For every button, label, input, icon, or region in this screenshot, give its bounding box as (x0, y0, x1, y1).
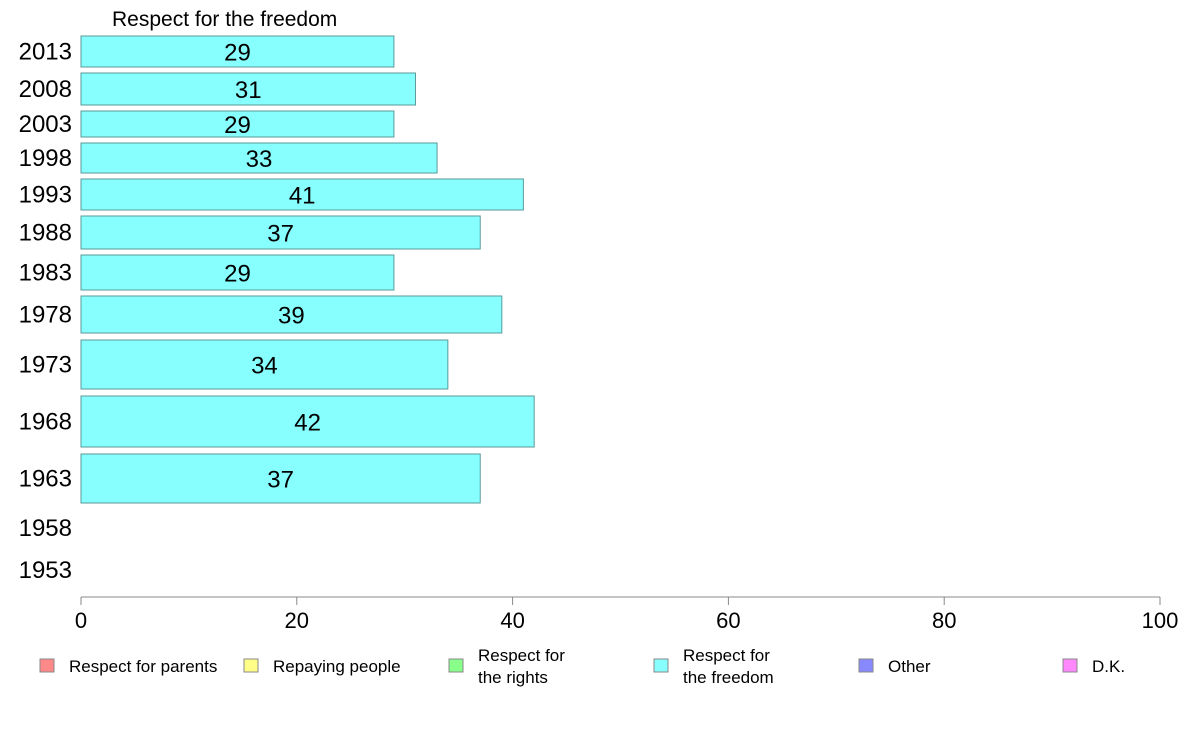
x-tick-label-80: 80 (932, 608, 956, 633)
year-label-1993: 1993 (19, 182, 72, 209)
year-labels: 2013 2008 2003 1998 1993 1988 1983 1978 1973 1968… (19, 39, 72, 585)
year-label-2003: 2003 (19, 111, 72, 138)
year-label-1953: 1953 (19, 557, 72, 584)
bar-1993 (80, 178, 524, 211)
bar-1968 (80, 395, 535, 448)
legend-label-4-0: Other (888, 657, 931, 676)
year-label-1973: 1973 (19, 352, 72, 379)
bar-2008 (80, 72, 416, 106)
bar-value-label-2003: 29 (224, 112, 251, 139)
bar-value-label-2013: 29 (224, 40, 251, 67)
bar-value-label-1988: 37 (267, 221, 294, 248)
bar-1963 (80, 453, 481, 504)
bar-2003 (80, 110, 395, 138)
bar-2013 (80, 35, 395, 68)
bar-1998 (80, 142, 438, 174)
bar-value-label-1993: 41 (289, 183, 316, 210)
year-label-1958: 1958 (19, 515, 72, 542)
bar-1978 (80, 295, 503, 334)
x-tick-label-100: 100 (1142, 608, 1179, 633)
legend-label-2-1: the rights (478, 668, 548, 687)
bar-value-label-1983: 29 (224, 261, 251, 288)
legend-label-1-0: Repaying people (273, 657, 401, 676)
legend-swatch-0 (39, 658, 55, 673)
bar-value-label-1978: 39 (278, 303, 305, 330)
year-label-1998: 1998 (19, 145, 72, 172)
bar-1983 (80, 254, 395, 291)
bar-1988 (80, 215, 481, 250)
x-tick-label-40: 40 (500, 608, 524, 633)
legend-label-0-0: Respect for parents (69, 657, 217, 676)
year-label-2008: 2008 (19, 76, 72, 103)
year-label-2013: 2013 (19, 39, 72, 66)
bar-1973 (80, 339, 449, 390)
year-label-1968: 1968 (19, 409, 72, 436)
year-label-1983: 1983 (19, 260, 72, 287)
bar-value-label-1968: 42 (294, 410, 321, 437)
legend: Respect for parents Repaying people Respec… (39, 646, 1125, 687)
x-tick-label-20: 20 (285, 608, 309, 633)
legend-swatch-2 (448, 658, 464, 673)
x-tick-label-60: 60 (716, 608, 740, 633)
bar-value-label-1973: 34 (251, 353, 278, 380)
x-tick-label-0: 0 (75, 608, 87, 633)
legend-swatch-3 (653, 658, 669, 673)
bar-value-label-1963: 37 (267, 467, 294, 494)
legend-label-3-0: Respect for (683, 646, 770, 665)
year-label-1988: 1988 (19, 220, 72, 247)
year-label-1963: 1963 (19, 466, 72, 493)
chart-title: Respect for the freedom (112, 8, 337, 31)
legend-swatch-4 (858, 658, 874, 673)
legend-swatch-1 (243, 658, 259, 673)
x-axis: 0 20 40 60 80 100 (75, 596, 1179, 633)
bar-value-label-2008: 31 (235, 77, 262, 104)
bar-value-label-1998: 33 (246, 146, 273, 173)
year-label-1978: 1978 (19, 302, 72, 329)
legend-label-5-0: D.K. (1092, 657, 1125, 676)
legend-swatch-5 (1062, 658, 1078, 673)
legend-label-2-0: Respect for (478, 646, 565, 665)
legend-label-3-1: the freedom (683, 668, 774, 687)
